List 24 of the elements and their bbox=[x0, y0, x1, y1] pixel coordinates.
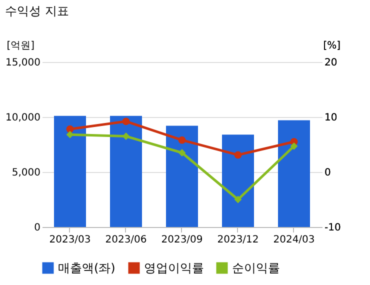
x-tick-label: 2023/09 bbox=[161, 234, 203, 246]
legend-label: 영업이익률 bbox=[144, 261, 204, 275]
legend-label: 매출액(좌) bbox=[58, 261, 116, 275]
point bbox=[290, 142, 298, 150]
point bbox=[178, 136, 186, 144]
y2-tick-label: -10 bbox=[324, 222, 341, 234]
x-tick-label: 2024/03 bbox=[273, 234, 315, 246]
x-tick-label: 2023/03 bbox=[49, 234, 91, 246]
point bbox=[234, 196, 242, 204]
y2-tick-label: 10 bbox=[324, 112, 338, 124]
y-tick-label: 5,000 bbox=[12, 168, 40, 178]
y2-axis-title: [%] bbox=[323, 40, 341, 52]
chart-title: 수익성 지표 bbox=[5, 4, 69, 18]
x-tick-label: 2023/12 bbox=[217, 234, 259, 246]
y-tick-label: 10,000 bbox=[6, 112, 40, 124]
x-tick-label: 2023/06 bbox=[105, 234, 147, 246]
legend-label: 순이익률 bbox=[232, 261, 280, 275]
point bbox=[234, 151, 242, 159]
y-axis-title: [억원] bbox=[6, 40, 35, 52]
y-tick-label: 0 bbox=[34, 222, 40, 234]
point bbox=[122, 118, 130, 126]
y2-tick-label: 0 bbox=[324, 168, 331, 178]
y-tick-label: 15,000 bbox=[6, 58, 40, 68]
y2-tick-label: 20 bbox=[324, 58, 338, 68]
